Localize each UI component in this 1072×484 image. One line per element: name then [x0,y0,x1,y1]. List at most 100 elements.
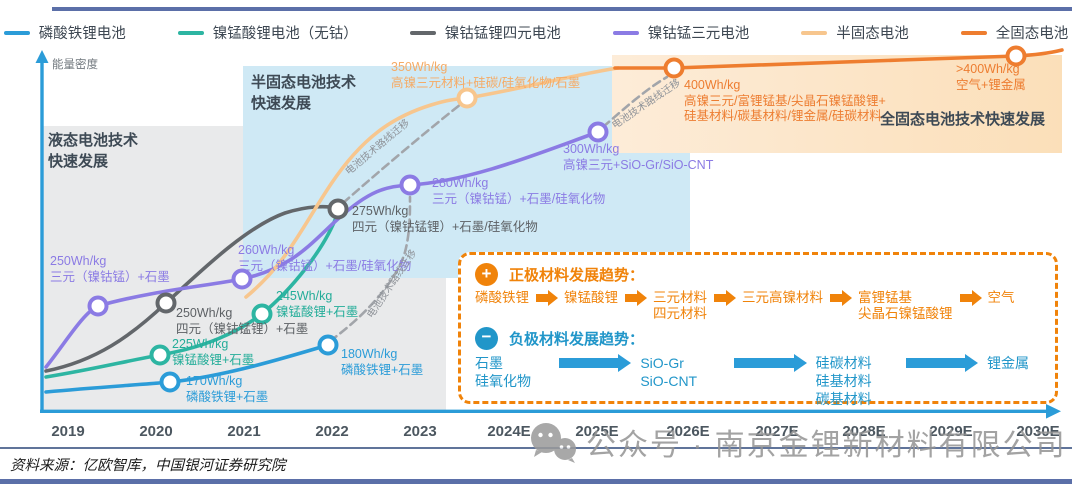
y-axis-arrow-icon [35,50,49,63]
cathode-step: 富锂锰基 尖晶石镍锰酸锂 [858,290,953,321]
data-point-marker [155,292,177,314]
arrow-right-icon [830,290,852,306]
cathode-title: 正极材料发展趋势： [509,267,645,284]
x-tick: 2027E [755,423,799,440]
anode-step: SiO-Gr SiO-CNT [640,355,698,389]
data-point-marker [149,344,171,366]
x-tick: 2029E [929,423,973,440]
legend-label: 磷酸铁锂电池 [38,26,126,42]
data-point-marker [251,303,273,325]
arrow-right-icon [734,354,808,372]
legend-item-quaternary: 镍钴锰锂四元电池 [409,22,561,43]
x-tick: 2020 [139,423,173,440]
data-point-marker [456,87,478,109]
anode-step: 石墨 硅氧化物 [475,355,531,389]
point-label: 250Wh/kg 四元（镍钴锰锂）+石墨 [176,306,309,336]
point-label: 350Wh/kg 高镍三元材料+硅碳/硅氧化物/石墨 [391,60,581,90]
cathode-chain: 磷酸铁锂 镍锰酸锂 三元材料 四元材料 三元高镍材料 富锂锰基 尖晶石镍锰酸锂 空气 [475,290,1043,322]
line-quaternary [44,204,340,373]
cathode-header: + 正极材料发展趋势： [475,263,1043,286]
stage-label-solid: 全固态电池技术快速发展 [880,111,1046,128]
legend-label: 镍钴锰三元电池 [647,26,750,42]
x-tick: 2022 [315,423,349,440]
legend-dash-icon [612,30,639,35]
cathode-step: 三元高镍材料 [742,290,823,305]
plus-icon: + [475,263,498,286]
materials-trend-box: + 正极材料发展趋势： 磷酸铁锂 镍锰酸锂 三元材料 四元材料 三元高镍材料 富锂… [458,252,1058,407]
point-label: 300Wh/kg 高镍三元+SiO-Gr/SiO-CNT [563,142,714,172]
stage-label-liquid: 液态电池技术 快速发展 [48,132,139,170]
y-axis-label: 能量密度 [52,59,98,71]
line-semi-solid [244,66,620,299]
legend-label: 镍锰酸锂电池（无钴） [212,26,358,42]
point-label: 260Wh/kg 三元（镍钴锰）+石墨/硅氧化物 [238,243,412,273]
x-tick: 2028E [842,423,886,440]
line-lnmo [44,213,339,379]
point-label: 400Wh/kg 高镍三元/富锂锰基/尖晶石镍锰酸锂+ 硅基材料/碳基材料/锂金属/… [684,78,886,124]
chart-legend: 磷酸铁锂电池 镍锰酸锂电池（无钴） 镍钴锰锂四元电池 镍钴锰三元电池 半固态电池… [0,22,1072,43]
wechat-icon [531,423,576,463]
point-label: >400Wh/kg 空气+锂金属 [956,62,1026,92]
line-solid [613,48,1064,70]
data-point-marker [159,371,181,393]
arrow-right-icon [559,354,632,372]
migration-dashed-line [328,195,412,343]
data-point-marker [327,198,349,220]
cathode-step: 三元材料 四元材料 [653,290,707,321]
data-point-marker [587,121,609,143]
data-point-marker [317,334,339,356]
x-axis-arrow-icon [1046,404,1061,419]
data-point-marker [1005,45,1027,67]
top-divider [52,7,1072,11]
arrow-right-icon [905,354,979,372]
cathode-step: 空气 [987,290,1015,305]
x-tick: 2019 [51,423,85,440]
anode-title: 负极材料发展趋势： [509,331,645,348]
data-point-marker [399,174,421,196]
arrow-right-icon [714,290,736,306]
cathode-step: 磷酸铁锂 [475,290,529,305]
legend-dash-icon [3,30,30,35]
arrow-right-icon [625,290,647,306]
legend-dash-icon [801,30,828,35]
watermark-text: 公众号 · 南京金锂新材料有限公司 [586,429,1067,462]
migration-dashed-line [601,75,669,129]
anode-chain: 石墨 硅氧化物 SiO-Gr SiO-CNT 硅碳材料 硅基材料 碳基材料 锂金属 [475,354,1043,408]
legend-item-lfp: 磷酸铁锂电池 [3,22,126,43]
x-tick: 2026E [666,423,710,440]
legend-item-solid: 全固态电池 [960,22,1069,43]
region-solid [612,55,1062,153]
data-point-marker [87,295,109,317]
legend-label: 半固态电池 [836,26,909,42]
watermark: 公众号 · 南京金锂新材料有限公司 [528,420,1067,464]
x-tick: 2025E [575,423,619,440]
point-label: 275Wh/kg 四元（镍钴锰锂）+石墨/硅氧化物 [352,204,538,234]
bottom-divider [0,479,1072,484]
x-tick: 2030E [1016,423,1060,440]
arrow-right-icon [536,290,558,306]
source-note: 资料来源：亿欧智库，中国银河证券研究院 [10,458,286,474]
legend-item-lnmo: 镍锰酸锂电池（无钴） [177,22,358,43]
legend-label: 全固态电池 [995,26,1069,42]
migration-dashed-line [341,102,463,205]
point-label: 280Wh/kg 三元（镍钴锰）+石墨/硅氧化物 [432,176,606,206]
anode-step: 锂金属 [986,355,1029,371]
legend-item-ternary: 镍钴锰三元电池 [612,22,750,43]
legend-dash-icon [409,30,436,35]
legend-dash-icon [960,30,987,35]
point-label: 245Wh/kg 镍锰酸锂+石墨 [276,289,359,319]
x-tick: 2024E [487,423,531,440]
point-label: 250Wh/kg 三元（镍钴锰）+石墨 [50,254,170,284]
point-label: 225Wh/kg 镍锰酸锂+石墨 [172,337,255,367]
legend-label: 镍钴锰锂四元电池 [444,26,561,42]
stage-label-semi-solid: 半固态电池技术 快速发展 [251,74,357,112]
minus-icon: − [475,327,498,350]
data-point-marker [663,57,685,79]
cathode-step: 镍锰酸锂 [564,290,618,305]
point-label: 180Wh/kg 磷酸铁锂+石墨 [341,347,424,377]
x-tick: 2021 [227,423,261,440]
anode-step: 硅碳材料 硅基材料 碳基材料 [815,355,872,407]
anode-header: − 负极材料发展趋势： [475,327,1043,350]
